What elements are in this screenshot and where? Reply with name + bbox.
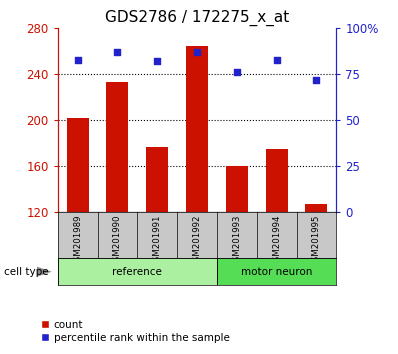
Point (154, 59, 160, 64)
Point (273, 57, 280, 62)
Text: GSM201995: GSM201995 (312, 215, 321, 267)
Text: reference: reference (112, 267, 162, 277)
Title: GDS2786 / 172275_x_at: GDS2786 / 172275_x_at (105, 9, 289, 25)
Text: GSM201991: GSM201991 (153, 215, 162, 267)
Legend: count, percentile rank within the sample: count, percentile rank within the sample (37, 315, 234, 347)
Bar (186, 46, 208, 212)
Bar (146, 147, 168, 212)
Text: GSM201990: GSM201990 (113, 215, 122, 267)
Bar (306, 204, 327, 212)
Point (114, 50, 121, 55)
Bar (266, 149, 287, 212)
Polygon shape (37, 267, 52, 277)
Point (194, 50, 200, 55)
Bar (217, 258, 336, 285)
Point (234, 70, 240, 75)
Text: GSM201992: GSM201992 (193, 215, 201, 267)
Point (313, 77, 320, 83)
Text: GSM201989: GSM201989 (73, 215, 82, 267)
Bar (226, 166, 248, 212)
Text: GSM201994: GSM201994 (272, 215, 281, 267)
Text: GSM201993: GSM201993 (232, 215, 241, 267)
Bar (58, 258, 217, 285)
Text: motor neuron: motor neuron (241, 267, 312, 277)
Bar (66, 118, 89, 212)
Bar (107, 82, 129, 212)
Point (74, 57, 81, 62)
Text: cell type: cell type (4, 267, 49, 277)
